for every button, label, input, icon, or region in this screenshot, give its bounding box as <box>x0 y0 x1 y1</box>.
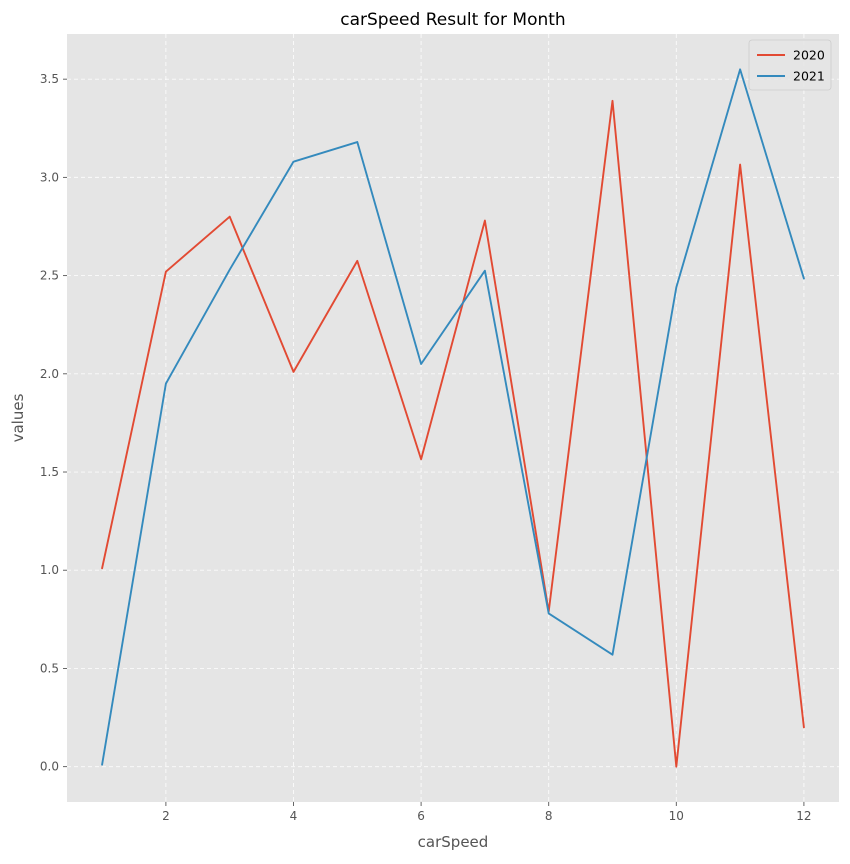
series-lines <box>101 68 805 768</box>
axis-ticks: 0.0 0.5 1.0 1.5 2.0 2.5 3.0 3.5 2 4 6 8 10 12 <box>40 72 812 823</box>
y-tick-label: 2.5 <box>40 269 59 283</box>
y-tick-label: 3.5 <box>40 72 59 86</box>
chart-title: carSpeed Result for Month <box>340 10 565 30</box>
x-tick-label: 12 <box>796 809 811 823</box>
x-axis-title: carSpeed <box>418 833 489 851</box>
y-tick-label: 1.0 <box>40 563 59 577</box>
y-tick-label: 0.0 <box>40 760 59 774</box>
y-tick-label: 0.5 <box>40 661 59 675</box>
y-tick-label: 2.0 <box>40 367 59 381</box>
x-tick-label: 6 <box>417 809 425 823</box>
legend-label-2021: 2021 <box>793 69 825 84</box>
y-tick-label: 1.5 <box>40 465 59 479</box>
y-tick-label: 3.0 <box>40 170 59 184</box>
plot-area <box>67 34 839 802</box>
legend: 2020 2021 <box>748 39 832 91</box>
x-tick-label: 4 <box>290 809 298 823</box>
x-tick-label: 2 <box>162 809 170 823</box>
x-tick-label: 10 <box>669 809 684 823</box>
y-axis-title: values <box>9 393 27 442</box>
legend-box <box>748 39 832 91</box>
series-line-2020 <box>101 99 805 768</box>
series-line-2021 <box>101 68 805 766</box>
legend-items: 2020 2021 <box>757 48 825 84</box>
legend-label-2020: 2020 <box>793 48 825 63</box>
x-tick-label: 8 <box>545 809 553 823</box>
